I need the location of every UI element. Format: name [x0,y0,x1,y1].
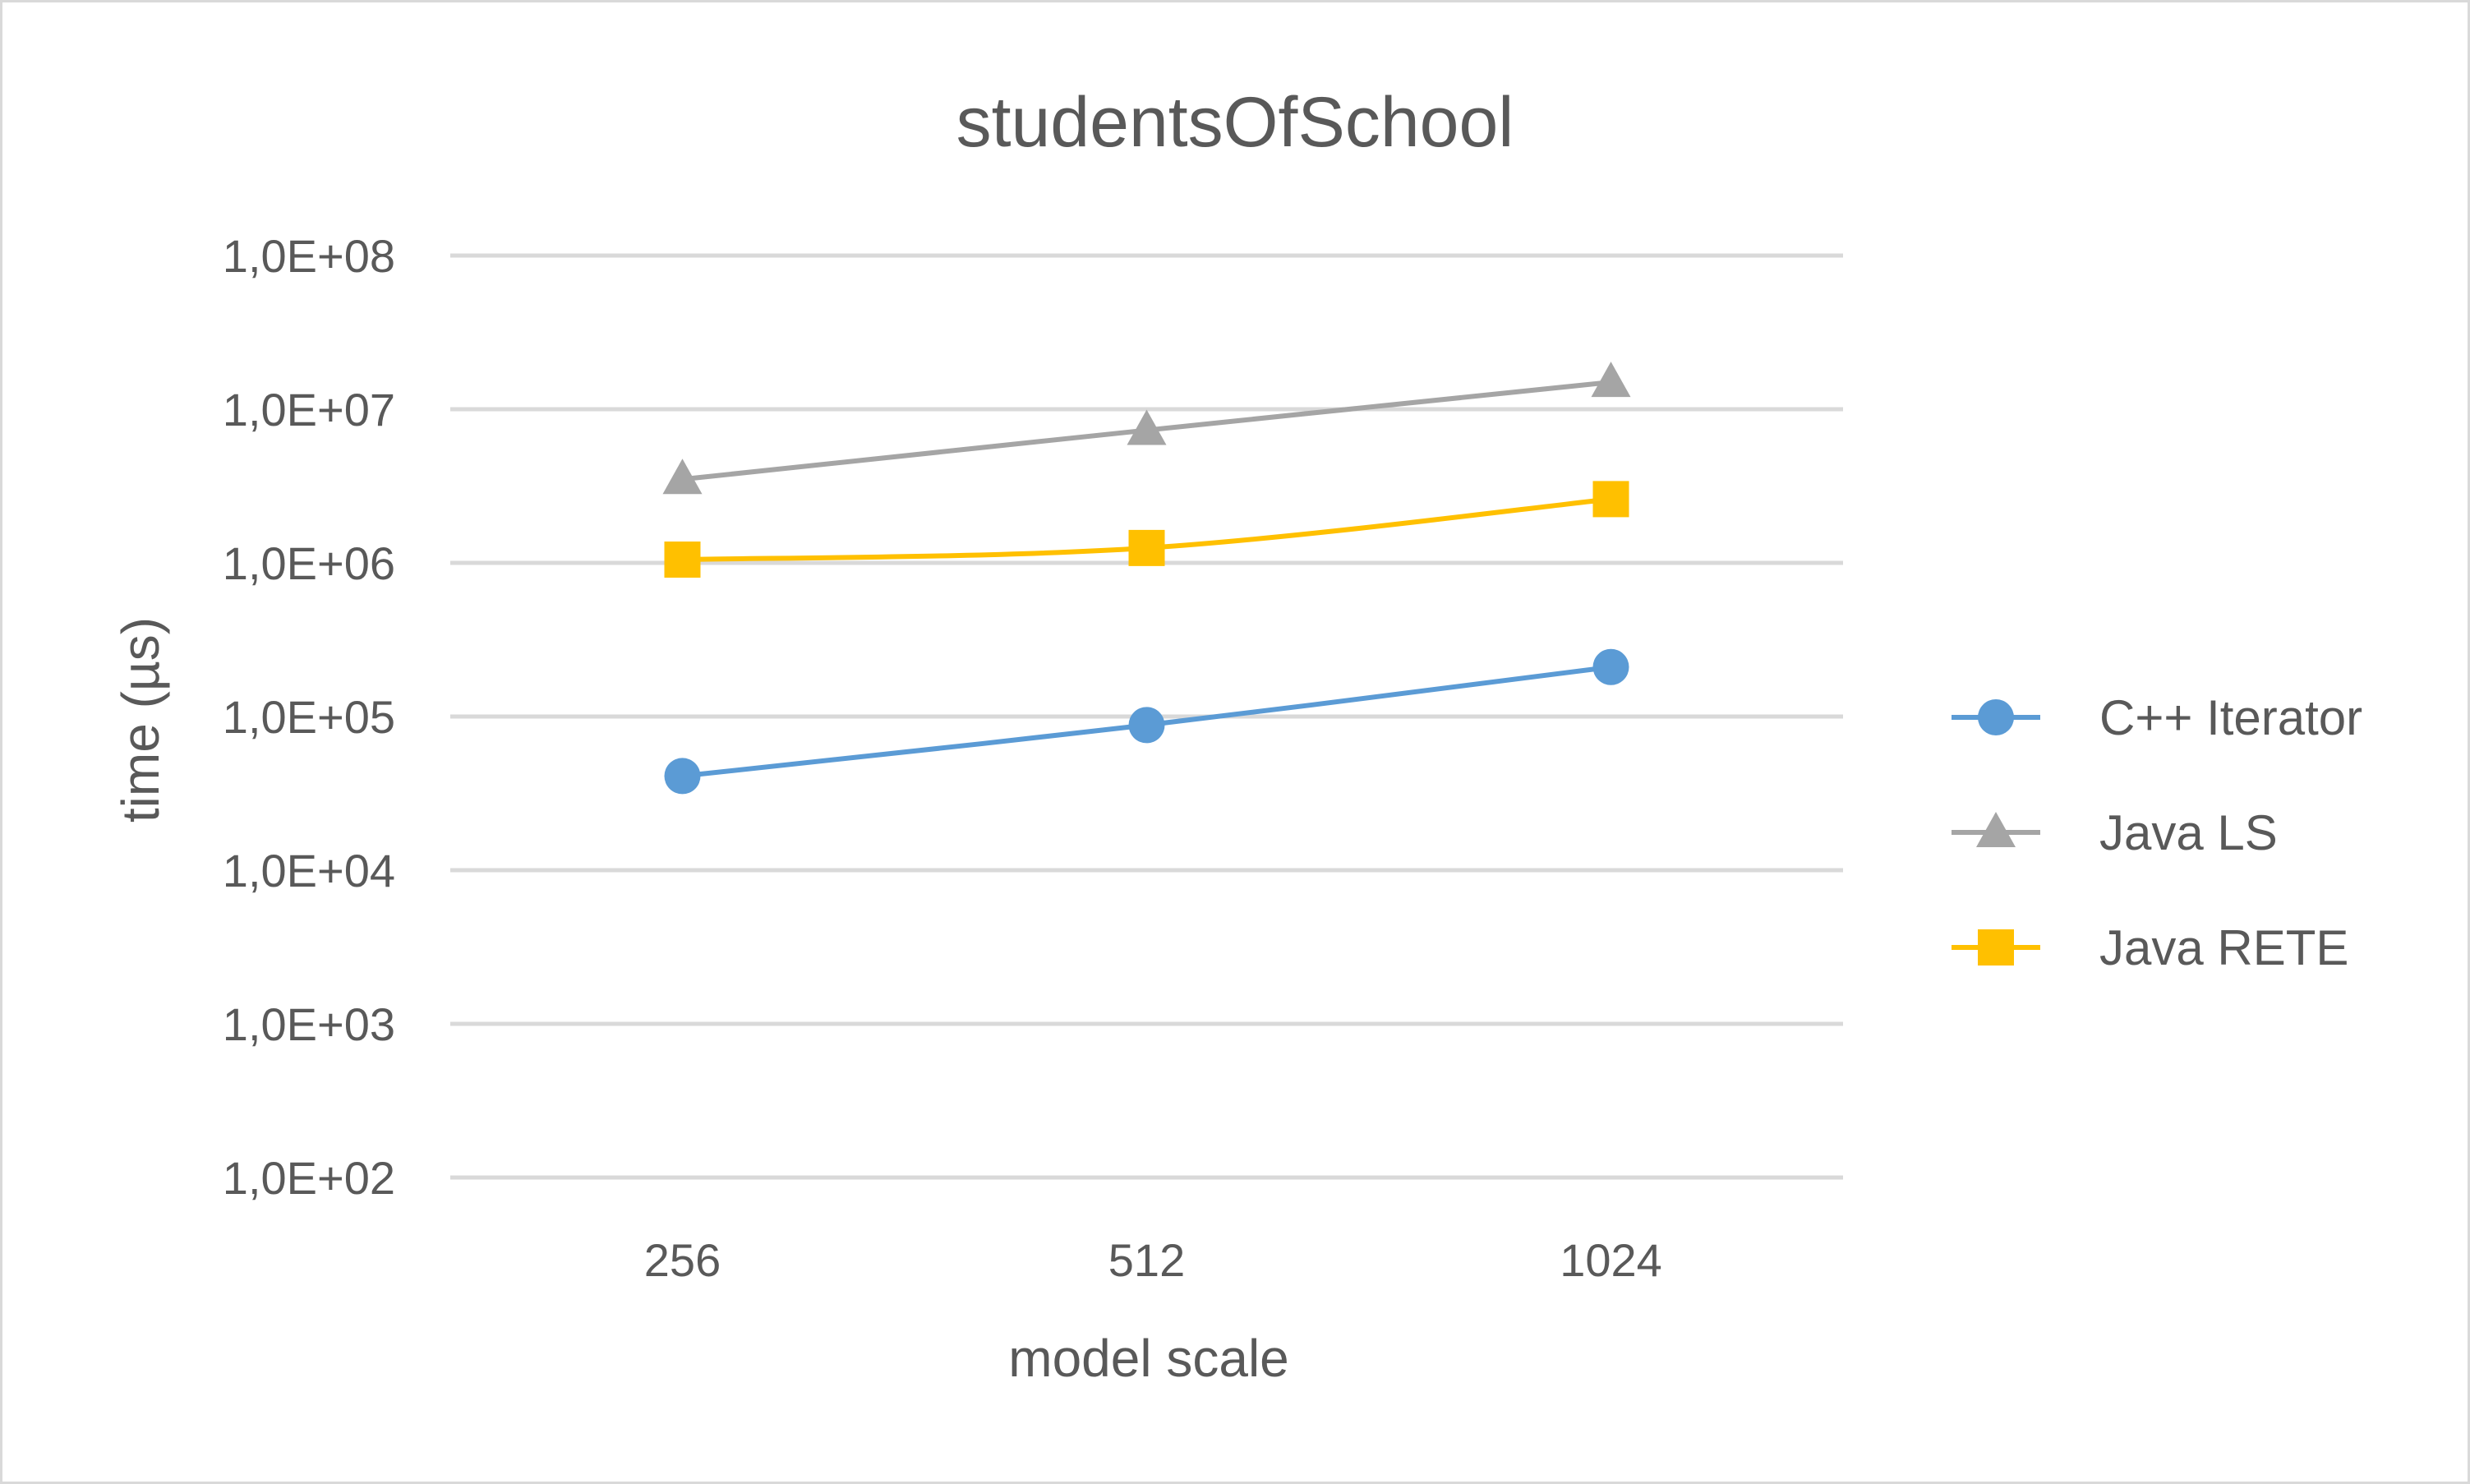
legend-marker [1978,929,2014,966]
legend-label: Java RETE [2099,920,2348,975]
data-point [1128,529,1165,566]
data-point [1592,481,1629,518]
data-point [664,542,701,578]
y-tick-label: 1,0E+05 [223,691,395,743]
series-c-iterator [664,648,1629,795]
legend: C++ Iterator Java LS Java RETE [1952,690,2362,975]
x-tick-label: 256 [644,1234,721,1286]
y-tick-label: 1,0E+02 [223,1152,395,1204]
legend-item: Java LS [1952,805,2278,860]
series-group [662,362,1631,795]
legend-marker [1978,699,2014,735]
data-point [1128,707,1165,744]
y-axis-ticks: 1,0E+02 1,0E+03 1,0E+04 1,0E+05 1,0E+06 1,0E+… [223,230,395,1204]
series-java-rete [664,481,1629,578]
data-point [1592,648,1629,685]
data-point [664,758,701,795]
x-tick-label: 512 [1108,1234,1185,1286]
y-tick-label: 1,0E+08 [223,230,395,282]
chart-title: studentsOfSchool [956,83,1514,162]
y-tick-label: 1,0E+03 [223,998,395,1050]
y-tick-label: 1,0E+07 [223,384,395,436]
y-tick-label: 1,0E+06 [223,537,395,589]
legend-item: C++ Iterator [1952,690,2362,745]
data-point [1591,362,1631,398]
legend-label: C++ Iterator [2099,690,2362,745]
y-tick-label: 1,0E+04 [223,845,395,896]
x-axis-title: model scale [1008,1329,1289,1388]
data-point [1127,409,1167,445]
series-java-ls [662,362,1631,495]
legend-item: Java RETE [1952,920,2348,975]
x-tick-label: 1024 [1560,1234,1662,1286]
legend-label: Java LS [2099,805,2278,860]
data-point [662,459,703,495]
y-axis-title: time (µs) [111,617,170,823]
legend-marker [1976,812,2016,847]
x-axis-ticks: 256 512 1024 [644,1234,1662,1286]
